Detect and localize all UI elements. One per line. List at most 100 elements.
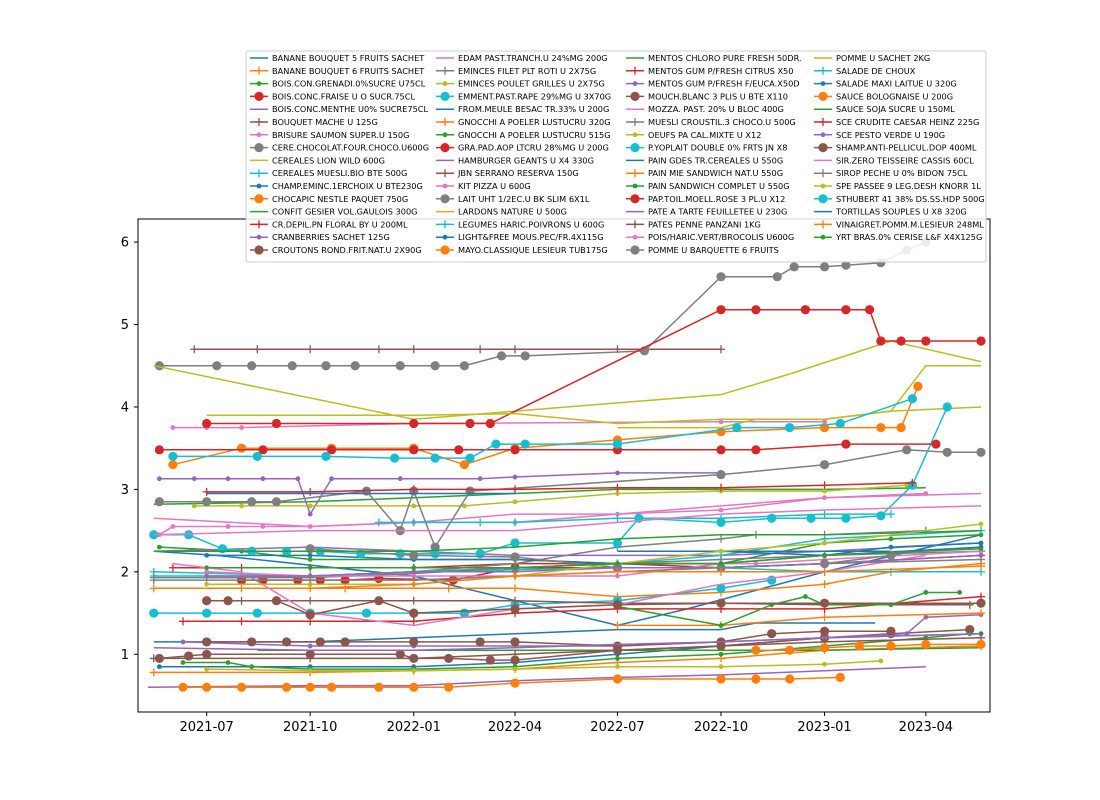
x-tick-label: 2022-07 [590,720,644,735]
legend-label: CEREALES MUESLI.BIO BTE 500G [272,168,407,178]
data-point [976,562,985,571]
data-point [476,345,485,354]
data-point [305,682,315,692]
data-point [156,476,162,482]
x-tick-label: 2023-04 [899,720,953,735]
legend-entry: VINAIGRET.POMM.M.LESIEUR 248ML [814,219,984,229]
data-point [307,524,313,529]
data-point [305,610,315,620]
data-point [613,567,622,576]
data-point [204,573,210,579]
data-point [841,260,851,270]
legend-label: BOUQUET MACHE U 125G [272,117,378,127]
data-point [510,538,520,548]
legend-entry: BRISURE SAUMON SUPER.U 150G [250,130,409,140]
data-point [191,476,197,482]
legend-entry: SIROP PECHE U 0% BIDON 75CL [814,168,968,178]
y-tick-label: 5 [121,318,129,333]
data-point [204,581,210,587]
legend-label: EMINCES FILET PLT ROTI U 2X75G [458,66,596,76]
legend-entry: SAUCE SOJA SUCRE U 150ML [814,104,955,114]
legend-label: LAIT UHT 1/2EC.U BK SLIM 6X1L [458,194,590,204]
data-point [841,439,851,449]
legend-label: BANANE BOUQUET 5 FRUITS SACHET [272,53,425,63]
data-point [511,650,520,659]
y-tick-label: 1 [121,648,129,663]
data-point [411,668,417,674]
data-point [374,518,383,527]
data-point [942,402,952,412]
legend-label: POMME U BARQUETTE 6 FRUITS [648,245,779,255]
data-point [271,418,282,429]
series-61 [306,562,985,593]
legend-label: CONFIT GESIER VOL.GAULOIS 300G [272,207,418,217]
legend-label: PATE A TARTE FEUILLETEE U 230G [648,207,787,217]
data-point [202,497,212,507]
legend-entry: STHUBERT 41 38% DS.SS.HDP 500G [814,194,985,204]
data-point [295,476,301,482]
legend-label: CERE.CHOCOLAT.FOUR.CHOCO.U600G [272,143,429,153]
data-point [976,639,986,649]
legend-swatch-marker [440,91,450,101]
legend-entry: POIS/HARIC.VERT/BROCOLIS U600G [626,232,794,242]
legend-swatch-marker [256,132,262,138]
data-point [931,439,941,449]
data-point [976,598,986,608]
series-55 [202,596,986,620]
data-point [803,594,808,599]
legend-entry: LAIT UHT 1/2EC.U BK SLIM 6X1L [436,194,590,204]
data-point [350,361,360,371]
data-point [835,672,845,682]
data-point [978,552,984,558]
legend-swatch-marker [820,234,826,240]
legend-label: MENTOS GUM P/FRESH CITRUS X50 [648,66,793,76]
data-point [978,532,984,538]
series-48 [617,364,981,429]
legend-entry: PAIN MIE SANDWICH NAT.U 550G [626,168,783,178]
data-point [202,418,212,429]
legend-label: KIT PIZZA U 600G [458,181,531,191]
data-point [307,511,313,517]
data-point [717,642,726,651]
data-point [512,565,518,571]
data-point [306,654,315,663]
legend-swatch-marker [256,183,262,189]
legend-entry: CHAMP.EMINC.1ERCHOIX U BTE230G [250,181,423,191]
legend-label: BOIS.CONC.MENTHE U0% SUCRE75CL [272,104,429,114]
legend-swatch-marker [631,220,639,229]
legend-entry: EMINCES FILET PLT ROTI U 2X75G [436,66,596,76]
legend-swatch-marker [631,66,639,75]
data-point [751,445,761,455]
series-35 [202,626,896,651]
data-point [168,451,178,462]
legend-entry: PATE A TARTE FEUILLETEE U 230G [626,207,787,217]
legend-label: GRA.PAD.AOP LTCRU 28%MG U 200G [458,143,609,153]
data-point [271,596,282,606]
series-12 [153,487,926,505]
legend-label: PATES PENNE PANZANI 1KG [648,219,761,229]
data-point [390,453,400,463]
data-point [820,559,829,568]
data-point [510,445,520,455]
series-18 [191,482,910,509]
series-38 [204,658,884,674]
legend-entry: PAP.TOIL.MOELL.ROSE 3 PL.U X12 [626,194,785,204]
legend-swatch-marker [630,245,640,255]
data-point [772,272,782,282]
data-point [835,418,845,429]
data-point [361,608,372,618]
data-point [252,608,262,618]
legend-swatch-marker [441,220,449,229]
series-line [153,505,982,536]
data-point [496,351,507,361]
data-point [247,497,257,507]
legend-entry: EDAM PAST.TRANCH.U 24%MG 200G [436,53,608,63]
data-point [306,596,315,605]
data-point [180,639,186,645]
data-point [732,422,742,433]
data-point [409,596,418,605]
data-point [237,584,246,593]
data-point [202,487,211,496]
data-point [789,262,799,272]
data-point [923,491,929,496]
